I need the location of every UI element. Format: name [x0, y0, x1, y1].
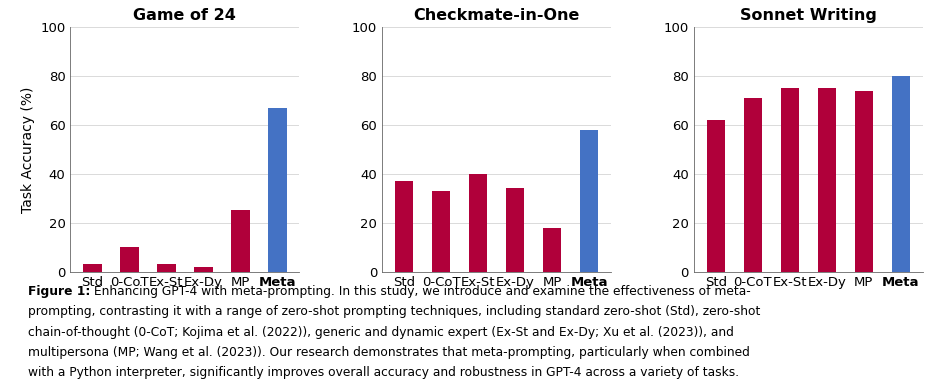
Bar: [817, 88, 835, 272]
Bar: [194, 267, 212, 272]
Text: multipersona (MP; Wang et al. (2023)). Our research demonstrates that meta-promp: multipersona (MP; Wang et al. (2023)). O…: [28, 346, 749, 359]
Bar: [431, 191, 450, 272]
Bar: [268, 108, 286, 272]
Bar: [579, 130, 598, 272]
Bar: [468, 174, 487, 272]
Bar: [542, 228, 561, 272]
Bar: [780, 88, 798, 272]
Text: Enhancing GPT-4 with meta-prompting. In this study, we introduce and examine the: Enhancing GPT-4 with meta-prompting. In …: [91, 285, 751, 298]
Bar: [743, 98, 761, 272]
Bar: [157, 264, 175, 272]
Bar: [394, 181, 413, 272]
Bar: [854, 91, 872, 272]
Bar: [890, 76, 909, 272]
Bar: [505, 189, 524, 272]
Text: chain-of-thought (0-CoT; Kojima et al. (2022)), generic and dynamic expert (Ex-S: chain-of-thought (0-CoT; Kojima et al. (…: [28, 326, 733, 339]
Text: with a Python interpreter, significantly improves overall accuracy and robustnes: with a Python interpreter, significantly…: [28, 366, 739, 379]
Title: Sonnet Writing: Sonnet Writing: [739, 8, 876, 23]
Text: prompting, contrasting it with a range of zero-shot prompting techniques, includ: prompting, contrasting it with a range o…: [28, 305, 760, 319]
Text: Figure 1:: Figure 1:: [28, 285, 91, 298]
Y-axis label: Task Accuracy (%): Task Accuracy (%): [21, 86, 35, 213]
Bar: [83, 264, 102, 272]
Bar: [231, 210, 249, 272]
Title: Game of 24: Game of 24: [133, 8, 236, 23]
Bar: [706, 120, 724, 272]
Bar: [120, 247, 139, 272]
Title: Checkmate-in-One: Checkmate-in-One: [413, 8, 579, 23]
